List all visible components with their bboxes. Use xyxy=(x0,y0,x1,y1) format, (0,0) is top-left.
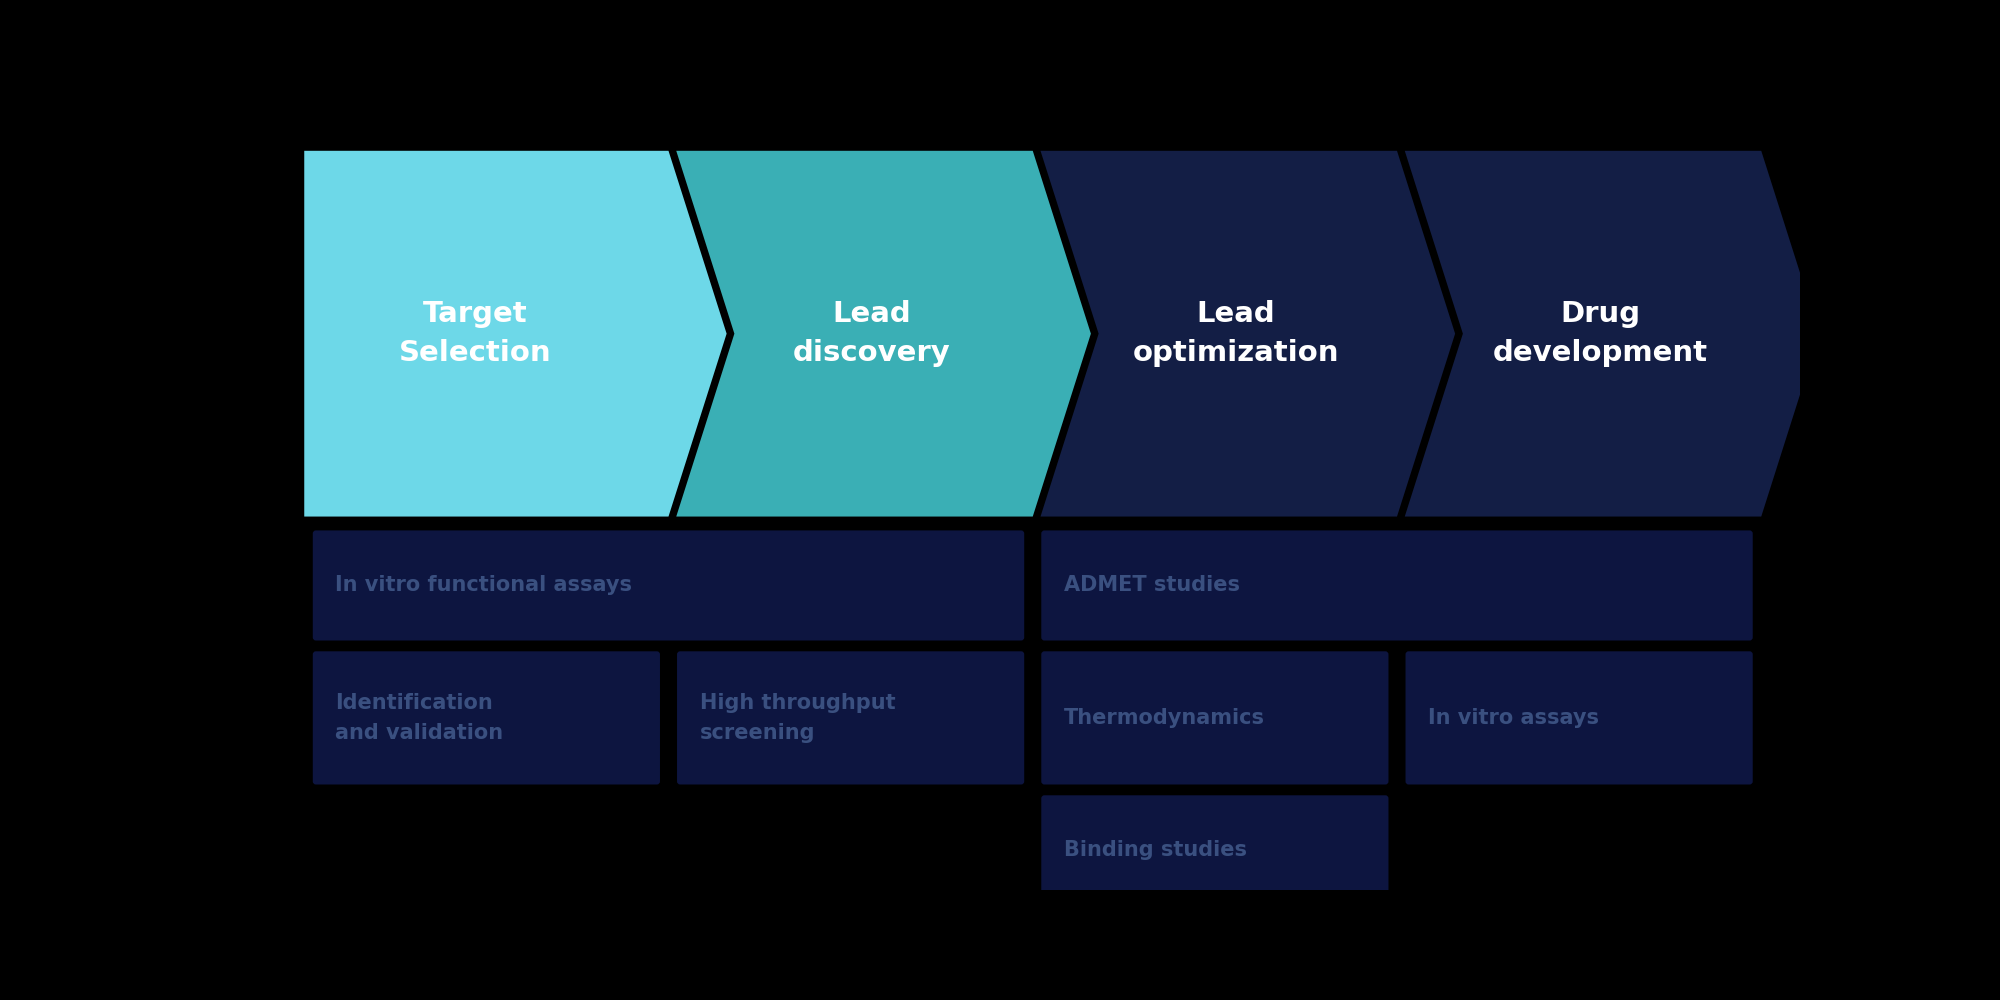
Text: Drug
development: Drug development xyxy=(1492,300,1708,367)
Polygon shape xyxy=(676,151,1090,517)
Text: Lead
optimization: Lead optimization xyxy=(1132,300,1340,367)
FancyBboxPatch shape xyxy=(312,651,660,785)
Text: In vitro assays: In vitro assays xyxy=(1428,708,1600,728)
Polygon shape xyxy=(304,151,726,517)
Text: Identification
and validation: Identification and validation xyxy=(336,693,504,743)
Text: Target
Selection: Target Selection xyxy=(398,300,552,367)
FancyBboxPatch shape xyxy=(678,651,1024,785)
Polygon shape xyxy=(1040,151,1456,517)
FancyBboxPatch shape xyxy=(1042,651,1388,785)
Polygon shape xyxy=(1404,151,1820,517)
Text: High throughput
screening: High throughput screening xyxy=(700,693,896,743)
Text: In vitro functional assays: In vitro functional assays xyxy=(336,575,632,595)
Text: ADMET studies: ADMET studies xyxy=(1064,575,1240,595)
FancyBboxPatch shape xyxy=(1042,530,1752,641)
Text: Lead
discovery: Lead discovery xyxy=(794,300,950,367)
FancyBboxPatch shape xyxy=(1406,651,1752,785)
FancyBboxPatch shape xyxy=(312,530,1024,641)
Text: Thermodynamics: Thermodynamics xyxy=(1064,708,1264,728)
Text: Binding studies: Binding studies xyxy=(1064,840,1246,860)
FancyBboxPatch shape xyxy=(1042,795,1388,905)
